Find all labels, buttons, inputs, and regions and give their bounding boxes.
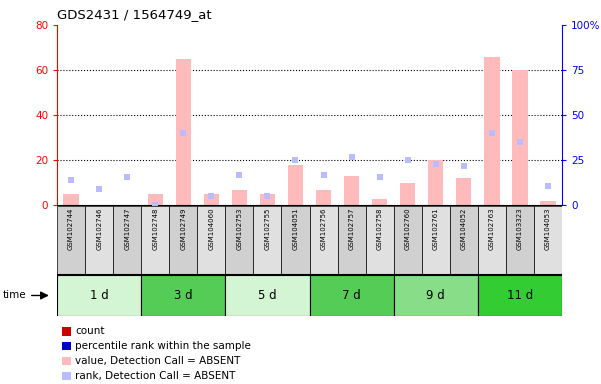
Bar (456, 178, 472, 205)
Bar (254, 206, 281, 275)
Bar (372, 199, 388, 205)
Bar (204, 194, 219, 205)
Text: GSM104053: GSM104053 (545, 208, 551, 250)
Bar (338, 206, 365, 275)
Bar (316, 190, 331, 205)
Bar (232, 190, 247, 205)
Bar (288, 165, 304, 205)
Bar (310, 206, 338, 275)
Bar (394, 206, 422, 275)
Bar (62, 357, 71, 365)
Bar (57, 275, 141, 316)
Bar (478, 275, 562, 316)
Bar (148, 194, 163, 205)
Text: 9 d: 9 d (426, 289, 445, 302)
Text: time: time (3, 290, 26, 301)
Text: GSM102746: GSM102746 (96, 208, 102, 250)
Bar (141, 206, 169, 275)
Text: GSM102756: GSM102756 (320, 208, 326, 250)
Bar (62, 342, 71, 350)
Bar (310, 275, 394, 316)
Bar (428, 161, 444, 205)
Text: GSM104060: GSM104060 (209, 208, 215, 250)
Bar (534, 206, 562, 275)
Text: rank, Detection Call = ABSENT: rank, Detection Call = ABSENT (76, 371, 236, 381)
Bar (64, 194, 79, 205)
Text: GSM103323: GSM103323 (517, 208, 523, 250)
Text: GSM102755: GSM102755 (264, 208, 270, 250)
Text: 5 d: 5 d (258, 289, 276, 302)
Text: 3 d: 3 d (174, 289, 192, 302)
Bar (57, 206, 85, 275)
Bar (484, 56, 499, 205)
Bar (422, 206, 450, 275)
Text: 7 d: 7 d (342, 289, 361, 302)
Text: GSM102761: GSM102761 (433, 208, 439, 250)
Text: GSM102744: GSM102744 (68, 208, 74, 250)
Text: 11 d: 11 d (507, 289, 533, 302)
Bar (506, 206, 534, 275)
Text: GSM102760: GSM102760 (404, 208, 410, 250)
Bar (175, 59, 191, 205)
Bar (169, 206, 197, 275)
Text: GSM104051: GSM104051 (293, 208, 299, 250)
Bar (85, 206, 113, 275)
Bar (197, 206, 225, 275)
Bar (225, 206, 254, 275)
Bar (540, 201, 555, 205)
Text: GSM102758: GSM102758 (377, 208, 383, 250)
Bar (113, 206, 141, 275)
Text: 1 d: 1 d (90, 289, 109, 302)
Bar (260, 194, 275, 205)
Text: count: count (76, 326, 105, 336)
Bar (281, 206, 310, 275)
Bar (450, 206, 478, 275)
Text: GSM102753: GSM102753 (236, 208, 242, 250)
Text: GSM102757: GSM102757 (349, 208, 355, 250)
Bar (344, 176, 359, 205)
Text: GSM102763: GSM102763 (489, 208, 495, 250)
Bar (141, 275, 225, 316)
Text: percentile rank within the sample: percentile rank within the sample (76, 341, 251, 351)
Bar (62, 372, 71, 380)
Text: GSM102748: GSM102748 (152, 208, 158, 250)
Bar (225, 275, 310, 316)
Bar (478, 206, 506, 275)
Text: GSM102749: GSM102749 (180, 208, 186, 250)
Text: GSM104052: GSM104052 (461, 208, 467, 250)
Text: GDS2431 / 1564749_at: GDS2431 / 1564749_at (57, 8, 212, 21)
Bar (394, 275, 478, 316)
Text: value, Detection Call = ABSENT: value, Detection Call = ABSENT (76, 356, 241, 366)
Text: GSM102747: GSM102747 (124, 208, 130, 250)
Bar (62, 327, 71, 336)
Bar (400, 183, 415, 205)
Bar (365, 206, 394, 275)
Bar (512, 70, 528, 205)
